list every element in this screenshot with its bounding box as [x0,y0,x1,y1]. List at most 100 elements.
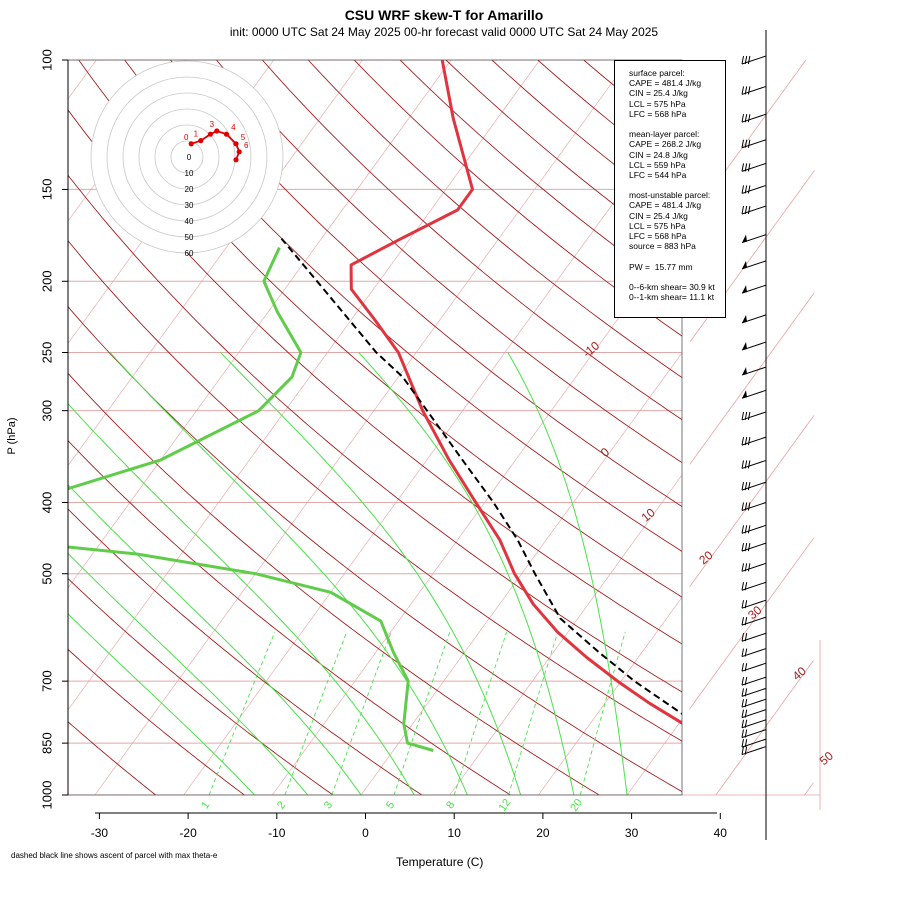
parcel-stat-line [629,119,725,129]
hodograph-point-label: 4 [231,123,236,132]
mixing-ratio-line [284,631,348,795]
wind-barb [741,55,767,65]
dry-adiabat [68,577,334,795]
wind-barb [741,366,767,376]
wind-barb-flag [747,86,751,95]
mixing-ratio-label: 2 [275,799,288,811]
wind-barb-flag [741,719,744,728]
wind-barb-staff [741,481,767,491]
dry-adiabat [68,239,682,742]
wind-barb-flag [744,460,748,469]
mixing-ratio-label: 3 [322,799,335,811]
mixing-ratio-line [453,631,508,795]
mixing-ratio-label: 5 [384,799,397,811]
isotherm-label: 20 [696,548,715,568]
moist-adiabat [68,552,309,795]
wind-barb [741,411,767,421]
wind-barb [741,314,767,324]
parcel-stat-line: LFC = 568 hPa [629,108,687,119]
wind-barb-flag [744,709,748,718]
wind-barb [741,162,767,172]
x-tick-label: 20 [536,826,550,840]
wind-barb-staff [741,662,767,672]
wind-barb-flag [747,543,751,552]
wind-barb-staff [741,436,767,446]
wind-barb [741,719,767,729]
isotherm-line [805,60,900,795]
isotherm-line [449,474,682,795]
wind-barb-flag [744,502,748,511]
wind-barb-flag [744,600,748,609]
wind-barb-flag [747,139,751,148]
parcel-stat-line: CAPE = 481.4 J/kg [629,78,702,89]
wind-barb-flag [741,460,744,469]
dry-adiabat [68,721,157,795]
wind-barb-flag [741,617,744,626]
y-axis-label: P (hPa) [6,417,18,455]
parcel-stat-line: CIN = 24.8 J/kg [629,149,688,160]
hodograph-ring [90,60,284,254]
wind-barb-flag [741,746,744,755]
y-tick-label: 500 [39,563,54,585]
wind-barb-staff [741,746,767,756]
y-tick-label: 150 [39,179,54,201]
y-tick-label: 200 [39,270,54,292]
wind-barb-flag [741,139,744,148]
wind-barb [741,184,767,194]
wind-barbs [741,55,767,756]
mixing-ratio-line [331,631,392,795]
wind-barb-flag [744,205,748,215]
wind-barb-pennant [742,390,747,399]
x-tick-label: -10 [268,826,286,840]
wind-barb-flag [744,139,748,148]
hodograph-ring [154,124,220,190]
hodograph-point [198,138,204,144]
parcel-stat-line: mean-layer parcel: [629,129,700,140]
wind-barb [741,738,767,748]
dry-adiabat [68,109,682,645]
parcel-stat-line: surface parcel: [629,68,685,78]
wind-barb-staff [741,709,767,719]
wind-barb-flag [741,663,744,672]
hodograph-ring-label: 50 [185,233,194,242]
wind-barb [741,436,767,446]
isotherm-label: -10 [580,338,603,360]
hodograph-ring-label: 30 [185,201,194,210]
wind-barb-flag [744,699,748,708]
moist-adiabat [358,352,575,795]
wind-barb-staff [741,648,767,658]
wind-barb-staff [741,205,767,215]
wind-barb-flag [747,460,751,469]
x-tick-label: 10 [448,826,462,840]
wind-barb-flag [744,543,748,552]
isotherm-extension-line [804,782,814,796]
wind-barb-flag [747,482,751,491]
wind-barb [741,746,767,756]
dewpoint-line [68,246,434,752]
parcel-stat-line: CIN = 25.4 J/kg [629,210,688,221]
x-tick-label: 0 [362,826,369,840]
wind-barb-pennant [742,285,747,294]
mixing-ratio-label: 12 [497,797,514,814]
dry-adiabat [68,648,246,795]
hodograph-point [233,157,239,163]
wind-barb-flag [741,600,744,609]
mixing-ratio-line [508,631,559,795]
wind-barb-staff [741,139,767,149]
dry-adiabat [68,305,682,793]
mixing-ratio-line [393,631,451,795]
wind-barb-flag [744,633,748,642]
parcel-stat-line: source = 883 hPa [629,241,696,252]
wind-barb-staff [741,459,767,469]
hodograph-point [188,141,194,147]
wind-barb-flag [741,688,744,697]
wind-barb-flag [741,677,744,686]
x-tick-label: -20 [179,826,197,840]
parcel-stat-line [629,180,725,190]
parcel-stat-line: LCL = 559 hPa [629,159,686,170]
parcel-stat-line: LCL = 575 hPa [629,98,686,109]
wind-barb-staff [741,502,767,511]
hodograph-point-label: 5 [241,133,246,142]
